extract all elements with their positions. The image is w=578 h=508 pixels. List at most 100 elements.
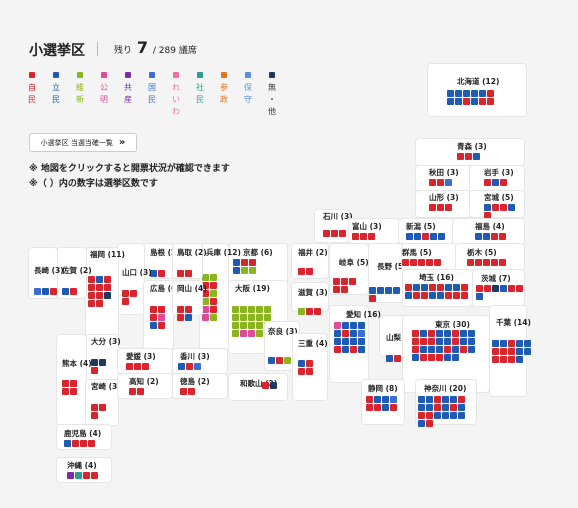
legend-item: 社民 xyxy=(194,72,206,106)
seat-marker xyxy=(64,440,71,447)
seat-grid xyxy=(262,382,278,389)
seat-marker xyxy=(91,367,98,374)
seat-marker xyxy=(202,306,209,313)
seat-marker xyxy=(232,306,239,313)
seat-marker xyxy=(412,346,419,353)
seat-marker xyxy=(129,388,136,395)
seat-marker xyxy=(516,340,523,347)
prefecture-name: 石川 (3) xyxy=(323,212,353,221)
winners-list-button[interactable]: 小選挙区 当選当確一覧 » xyxy=(29,133,137,152)
prefecture-name: 兵庫 (12) xyxy=(206,248,241,257)
seat-marker xyxy=(188,388,195,395)
seat-marker xyxy=(468,346,475,353)
seat-marker xyxy=(232,322,239,329)
seat-marker xyxy=(420,338,427,345)
seat-marker xyxy=(264,314,271,321)
seat-marker xyxy=(491,233,498,240)
seat-marker xyxy=(455,90,462,97)
seat-marker xyxy=(104,292,111,299)
seat-marker xyxy=(72,440,79,447)
seat-marker xyxy=(473,153,480,160)
seat-marker xyxy=(429,204,436,211)
seat-grid xyxy=(177,270,193,277)
seat-marker xyxy=(240,306,247,313)
seat-marker xyxy=(484,285,491,292)
prefecture-block[interactable] xyxy=(330,244,368,294)
seat-marker xyxy=(333,286,340,293)
seat-marker xyxy=(460,346,467,353)
seat-marker xyxy=(233,267,240,274)
seat-marker xyxy=(256,306,263,313)
seat-marker xyxy=(333,278,340,285)
seat-marker xyxy=(67,472,74,479)
seat-marker xyxy=(314,308,321,315)
legend-label: 自民 xyxy=(28,83,36,104)
seat-marker xyxy=(484,212,491,219)
prefecture-name: 宮崎 (3) xyxy=(91,382,121,391)
seat-marker xyxy=(241,259,248,266)
seat-grid xyxy=(91,359,107,374)
prefecture-name: 鳥取 (2) xyxy=(177,248,207,257)
prefecture-name: 広島 (6) xyxy=(150,284,180,293)
seat-marker xyxy=(210,290,217,297)
seat-marker xyxy=(436,354,443,361)
prefecture-block[interactable] xyxy=(293,334,327,400)
legend-item: 国民 xyxy=(146,72,158,106)
seat-grid xyxy=(402,259,450,266)
seat-grid xyxy=(405,284,469,299)
prefecture-block[interactable] xyxy=(200,244,228,350)
prefecture-name: 千葉 (14) xyxy=(496,318,531,327)
seat-marker xyxy=(437,179,444,186)
seat-marker xyxy=(442,396,449,403)
prefecture-name: 岡山 (4) xyxy=(177,284,207,293)
prefecture-block[interactable] xyxy=(292,283,328,311)
prefecture-name: 滋賀 (3) xyxy=(298,288,328,297)
seat-marker xyxy=(492,179,499,186)
prefecture-name: 富山 (3) xyxy=(352,222,382,231)
legend-swatch xyxy=(269,72,275,78)
seat-marker xyxy=(500,285,507,292)
prefecture-block[interactable] xyxy=(416,139,524,165)
seat-marker xyxy=(374,404,381,411)
remaining-count: 7 xyxy=(136,38,149,57)
seat-marker xyxy=(341,286,348,293)
prefecture-block[interactable] xyxy=(229,374,287,400)
seat-marker xyxy=(368,233,375,240)
seat-marker xyxy=(393,287,400,294)
seat-marker xyxy=(349,278,356,285)
seat-marker xyxy=(158,270,165,277)
seat-marker xyxy=(460,338,467,345)
seat-marker xyxy=(402,259,409,266)
seat-marker xyxy=(428,346,435,353)
seat-grid xyxy=(492,340,532,363)
seat-marker xyxy=(202,298,209,305)
seat-marker xyxy=(444,346,451,353)
seat-marker xyxy=(426,396,433,403)
seat-marker xyxy=(452,346,459,353)
seat-marker xyxy=(91,412,98,419)
seat-grid xyxy=(429,204,461,211)
seat-marker xyxy=(104,284,111,291)
seat-marker xyxy=(492,340,499,347)
prefecture-name: 高知 (2) xyxy=(129,377,159,386)
seat-marker xyxy=(500,348,507,355)
seat-marker xyxy=(516,356,523,363)
seat-marker xyxy=(492,285,499,292)
seat-grid xyxy=(418,396,466,427)
seat-grid xyxy=(298,268,322,275)
seat-grid xyxy=(34,288,58,295)
seat-grid xyxy=(298,308,322,315)
seat-marker xyxy=(232,314,239,321)
seat-marker xyxy=(233,259,240,266)
seat-marker xyxy=(460,330,467,337)
seat-marker xyxy=(508,340,515,347)
prefecture-block[interactable] xyxy=(453,219,524,245)
seat-marker xyxy=(366,404,373,411)
seat-marker xyxy=(445,292,452,299)
prefecture-block[interactable] xyxy=(118,374,172,398)
seat-marker xyxy=(350,338,357,345)
prefecture-name: 栃木 (5) xyxy=(467,248,497,257)
seat-marker xyxy=(475,233,482,240)
seat-grid xyxy=(126,363,150,370)
